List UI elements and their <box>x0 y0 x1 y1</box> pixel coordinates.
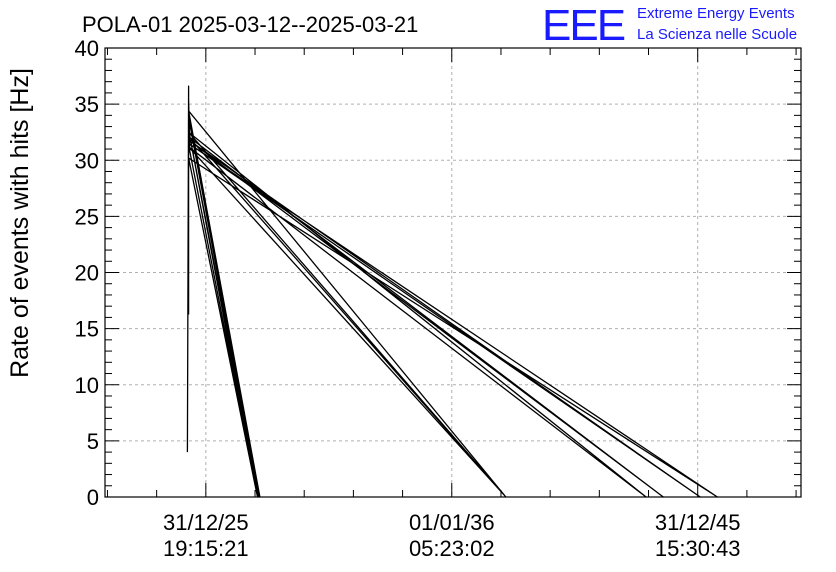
y-tick-label: 0 <box>87 485 99 510</box>
x-tick-label-time: 19:15:21 <box>163 536 249 561</box>
y-tick-label: 40 <box>75 36 99 61</box>
logo-line-1: Extreme Energy Events <box>637 5 795 22</box>
x-tick-label-date: 31/12/25 <box>163 510 249 535</box>
logo-line-2: La Scienza nelle Scuole <box>637 26 797 43</box>
y-tick-label: 25 <box>75 204 99 229</box>
logo-mark: EEE <box>542 1 625 50</box>
axes <box>104 47 802 498</box>
y-tick-label: 30 <box>75 148 99 173</box>
y-tick-label: 10 <box>75 373 99 398</box>
series-layer <box>186 85 719 498</box>
x-tick-label-date: 31/12/45 <box>655 510 741 535</box>
grid <box>105 48 801 497</box>
y-tick-label: 15 <box>75 317 99 342</box>
y-axis-label: Rate of events with hits [Hz] <box>6 68 34 378</box>
y-tick-label: 35 <box>75 92 99 117</box>
x-tick-label-time: 05:23:02 <box>409 536 495 561</box>
chart-title: POLA-01 2025-03-12--2025-03-21 <box>82 12 418 37</box>
plot-frame <box>104 47 802 498</box>
eee-logo: EEE Extreme Energy Events La Scienza nel… <box>542 1 797 50</box>
series-line <box>186 85 719 498</box>
x-tick-label-date: 01/01/36 <box>409 510 495 535</box>
x-tick-label-time: 15:30:43 <box>655 536 741 561</box>
y-tick-label: 5 <box>87 429 99 454</box>
y-tick-label: 20 <box>75 261 99 286</box>
